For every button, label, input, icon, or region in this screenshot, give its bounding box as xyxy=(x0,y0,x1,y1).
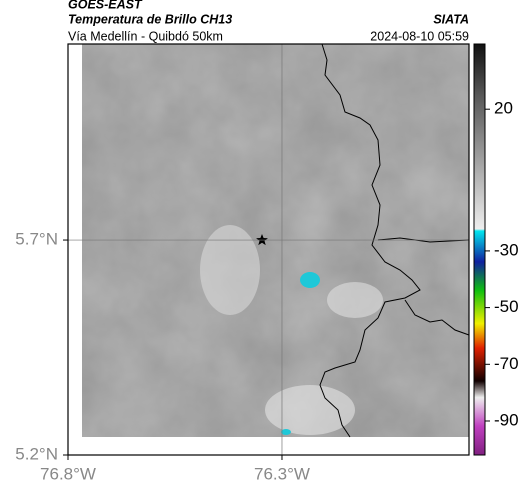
lon-tick-label: 76.8°W xyxy=(40,464,96,483)
colorbar-tick-label: -30 xyxy=(494,240,519,259)
source-title: GOES-EAST xyxy=(68,0,143,11)
colorbar-tick-label: -90 xyxy=(494,410,519,429)
product-title: Temperatura de Brillo CH13 xyxy=(68,12,232,26)
colorbar-tick-label: -50 xyxy=(494,297,519,316)
site-marker xyxy=(256,234,268,246)
colorbar-tick-label: 20 xyxy=(494,99,513,118)
lat-tick-label: 5.7°N xyxy=(15,230,58,249)
map-frame xyxy=(67,43,470,456)
lat-tick-label: 5.2°N xyxy=(15,444,58,463)
colorbar-tick-label: -70 xyxy=(494,354,519,373)
lon-tick-label: 76.3°W xyxy=(254,464,310,483)
timestamp: 2024-08-10 05:59 xyxy=(370,29,469,43)
agency-label: SIATA xyxy=(433,12,469,26)
route-subtitle: Vía Medellín - Quibdó 50km xyxy=(68,29,223,43)
colorbar xyxy=(473,43,486,456)
map-image xyxy=(82,43,470,438)
